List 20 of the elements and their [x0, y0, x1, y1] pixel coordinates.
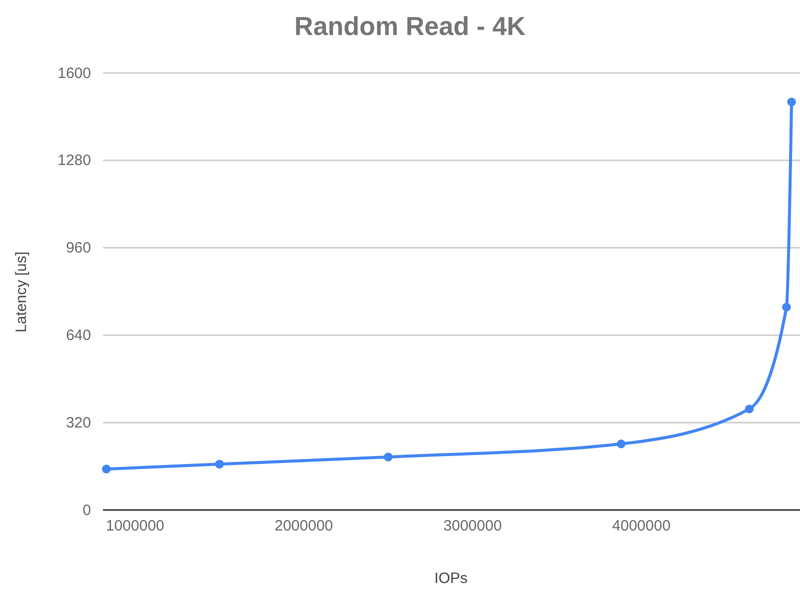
point	[745, 404, 754, 414]
y-tick-label: 0	[82, 502, 91, 519]
x-axis-title: IOPs	[434, 570, 468, 587]
point	[215, 460, 224, 468]
y-axis-title: Latency [us]	[13, 252, 30, 332]
chart-title: Random Read - 4K	[294, 11, 526, 41]
point	[616, 440, 626, 448]
point	[782, 302, 791, 312]
point	[102, 464, 111, 474]
point	[384, 452, 393, 462]
y-tick-label: 960	[66, 240, 91, 257]
x-tick-label: 3000000	[443, 518, 502, 535]
y-tick-label: 1280	[58, 152, 91, 170]
x-tick-label: 1000000	[106, 518, 164, 535]
x-tick-label: 4000000	[612, 518, 671, 535]
y-tick-label: 320	[66, 414, 91, 432]
x-tick-label: 2000000	[274, 518, 334, 535]
y-tick-label: 640	[66, 327, 91, 344]
point	[787, 98, 796, 106]
y-tick-label: 1600	[58, 64, 91, 82]
